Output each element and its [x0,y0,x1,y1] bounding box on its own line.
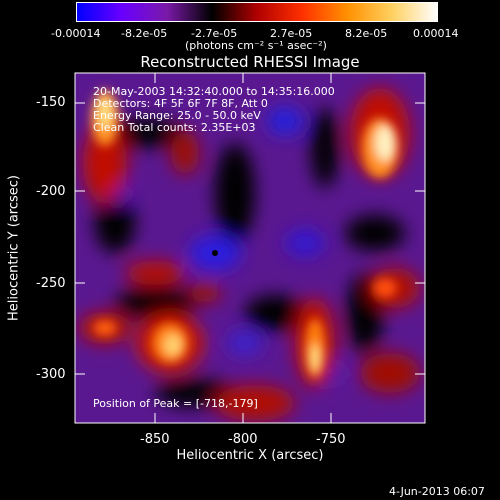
clean-counts-text: Clean Total counts: 2.35E+03 [93,121,256,134]
plot-title: Reconstructed RHESSI Image [140,53,360,71]
y-tick-label: -300 [36,367,66,382]
x-axis-label-text: Heliocentric X (arcsec) [176,448,324,463]
energy-range-text: Energy Range: 25.0 - 50.0 keV [93,109,261,122]
colorbar-tick-label: 8.2e-05 [345,27,388,40]
y-tick-label: -150 [36,95,66,110]
colorbar-tick-label: -8.2e-05 [121,27,168,40]
colorbar-tick-label: 2.7e-05 [270,27,313,40]
x-tick-label: -800 [228,432,258,447]
x-axis-label: Heliocentric X (arcsec) [0,448,500,463]
y-axis-label-text: Heliocentric Y (arcsec) [6,175,22,321]
colorbar-tick-label: 0.00014 [413,27,459,40]
x-tick-label: -850 [140,432,170,447]
colorbar-tick-label: -2.7e-05 [191,27,238,40]
x-tick-label: -750 [316,432,346,447]
generation-date: 4-Jun-2013 06:07 [389,485,485,498]
colorbar [76,2,438,22]
rhessi-image [75,73,425,423]
time-range-text: 20-May-2003 14:32:40.000 to 14:35:16.000 [93,85,335,98]
colorbar-unit-label: (photons cm⁻² s⁻¹ asec⁻²) [185,39,327,52]
detectors-text: Detectors: 4F 5F 6F 7F 8F, Att 0 [93,97,268,110]
peak-position-text: Position of Peak = [-718,-179] [93,397,258,410]
colorbar-tick-label: -0.00014 [51,27,101,40]
y-tick-label: -250 [36,276,66,291]
y-tick-label: -200 [36,184,66,199]
